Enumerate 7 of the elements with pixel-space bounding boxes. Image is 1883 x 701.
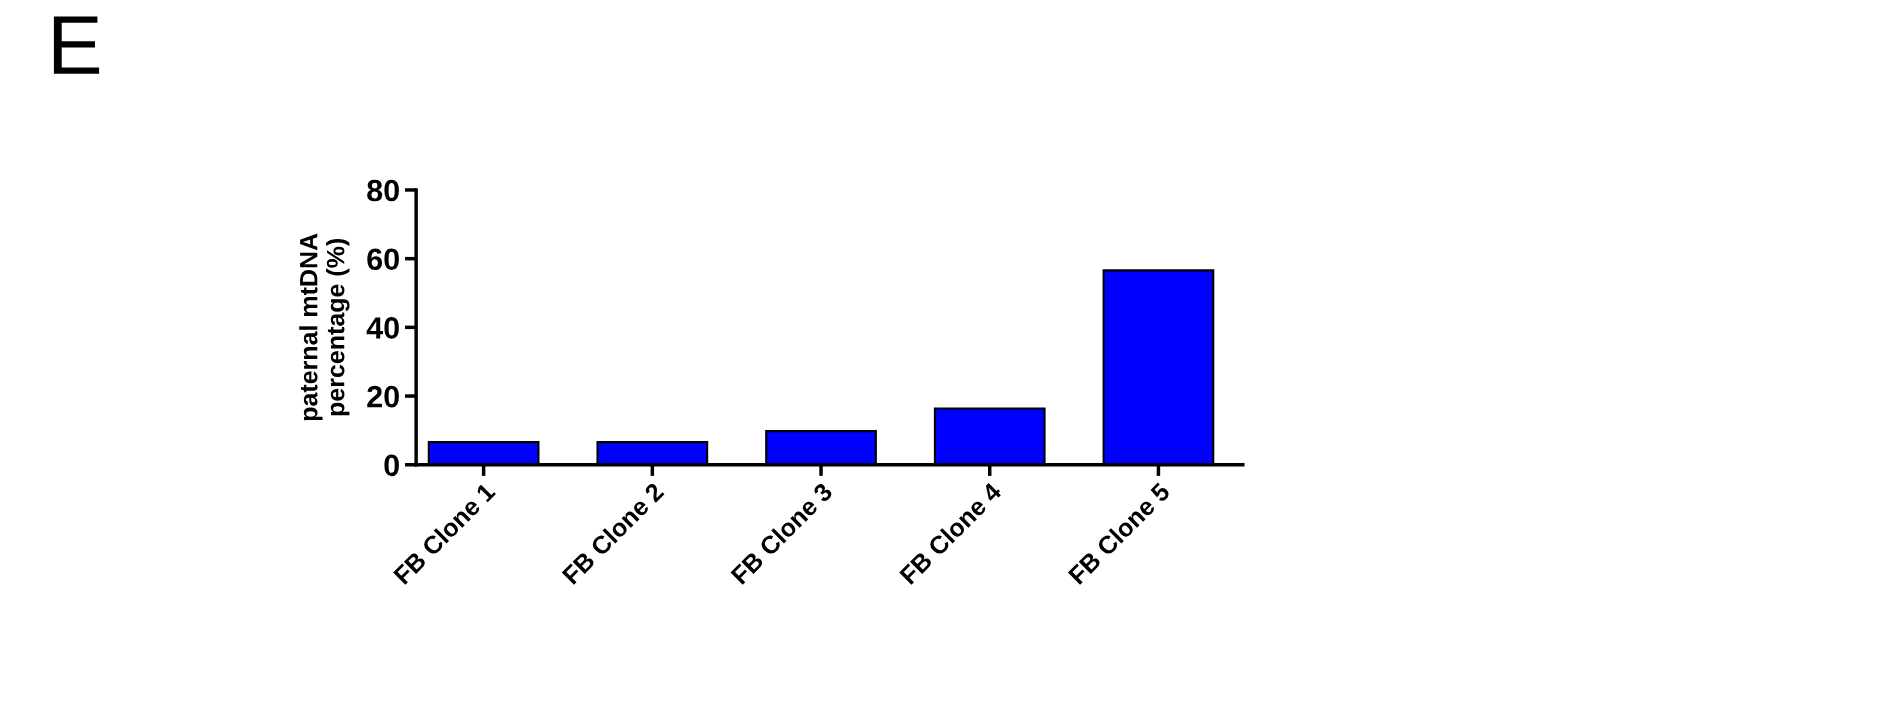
y-axis-title: paternal mtDNA percentage (%) (299, 233, 350, 421)
y-tick-label: 20 (367, 385, 399, 408)
y-tick-label: 60 (367, 248, 399, 271)
y-tick-label: 40 (366, 317, 399, 339)
y-tick-label: 0 (384, 454, 399, 477)
y-tick-label: 80 (367, 179, 399, 202)
text: E (53, 16, 100, 74)
